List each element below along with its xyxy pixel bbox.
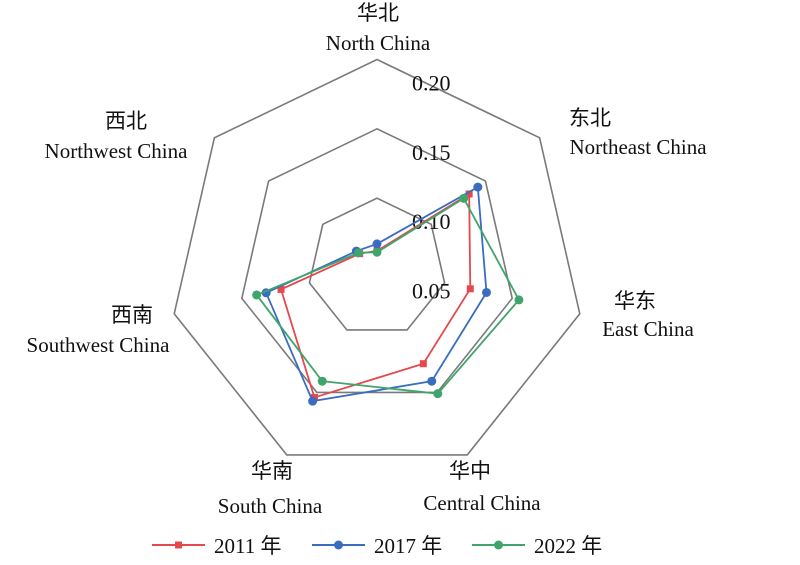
- data-point: [482, 287, 492, 297]
- data-point: [372, 239, 382, 249]
- series-line: [255, 197, 521, 395]
- axis-label-zh: 华东: [614, 289, 656, 313]
- data-point: [466, 285, 474, 293]
- legend-item: 2011 年: [152, 534, 281, 558]
- axis-label-zh: 西南: [111, 303, 153, 327]
- grid-ring: [308, 197, 446, 331]
- radar-grid: [173, 58, 581, 456]
- data-point: [465, 190, 473, 198]
- legend-label: 2011 年: [214, 534, 281, 558]
- data-point: [317, 376, 327, 386]
- data-point: [459, 193, 469, 203]
- axis-label-en: Central China: [423, 491, 541, 515]
- tick-labels: 0.050.100.150.20: [412, 71, 451, 304]
- data-point: [354, 248, 364, 258]
- legend: 2011 年 2017 年 2022 年: [152, 534, 602, 558]
- axis-label-en: East China: [602, 317, 694, 341]
- legend-item: 2022 年: [472, 534, 602, 558]
- data-point: [473, 182, 483, 192]
- legend-label: 2017 年: [374, 534, 442, 558]
- data-point: [433, 389, 443, 399]
- series-2: [252, 193, 524, 399]
- axis-label-en: Northwest China: [45, 139, 189, 163]
- series-line: [264, 185, 488, 403]
- axis-label-en: Northeast China: [569, 135, 707, 159]
- legend-marker: [175, 541, 182, 549]
- axis-label-en: South China: [218, 494, 323, 518]
- legend-label: 2022 年: [534, 534, 602, 558]
- axis-label-en: North China: [326, 31, 431, 55]
- grid-ring: [240, 127, 514, 394]
- legend-item: 2017 年: [312, 534, 442, 558]
- legend-marker: [334, 540, 343, 550]
- grid-ring: [173, 58, 581, 456]
- axis-label-zh: 东北: [569, 106, 611, 130]
- axis-label-zh: 华南: [251, 459, 293, 483]
- axis-labels: 华北 North China 东北 Northeast China 华东 East Chi…: [27, 1, 708, 518]
- data-point: [372, 247, 382, 257]
- axis-label-zh: 西北: [105, 109, 147, 133]
- data-point: [252, 290, 262, 300]
- axis-label-zh: 华北: [357, 1, 399, 25]
- tick-label: 0.15: [412, 140, 451, 165]
- tick-label: 0.20: [412, 71, 451, 96]
- legend-marker: [494, 540, 503, 550]
- data-point: [277, 285, 285, 293]
- tick-label: 0.05: [412, 279, 451, 304]
- axis-label-zh: 华中: [449, 459, 491, 483]
- data-point: [514, 295, 524, 305]
- data-point: [419, 360, 427, 368]
- axis-label-en: Southwest China: [27, 333, 171, 357]
- data-point: [308, 396, 318, 406]
- data-point: [427, 376, 437, 386]
- series-group: [252, 182, 524, 406]
